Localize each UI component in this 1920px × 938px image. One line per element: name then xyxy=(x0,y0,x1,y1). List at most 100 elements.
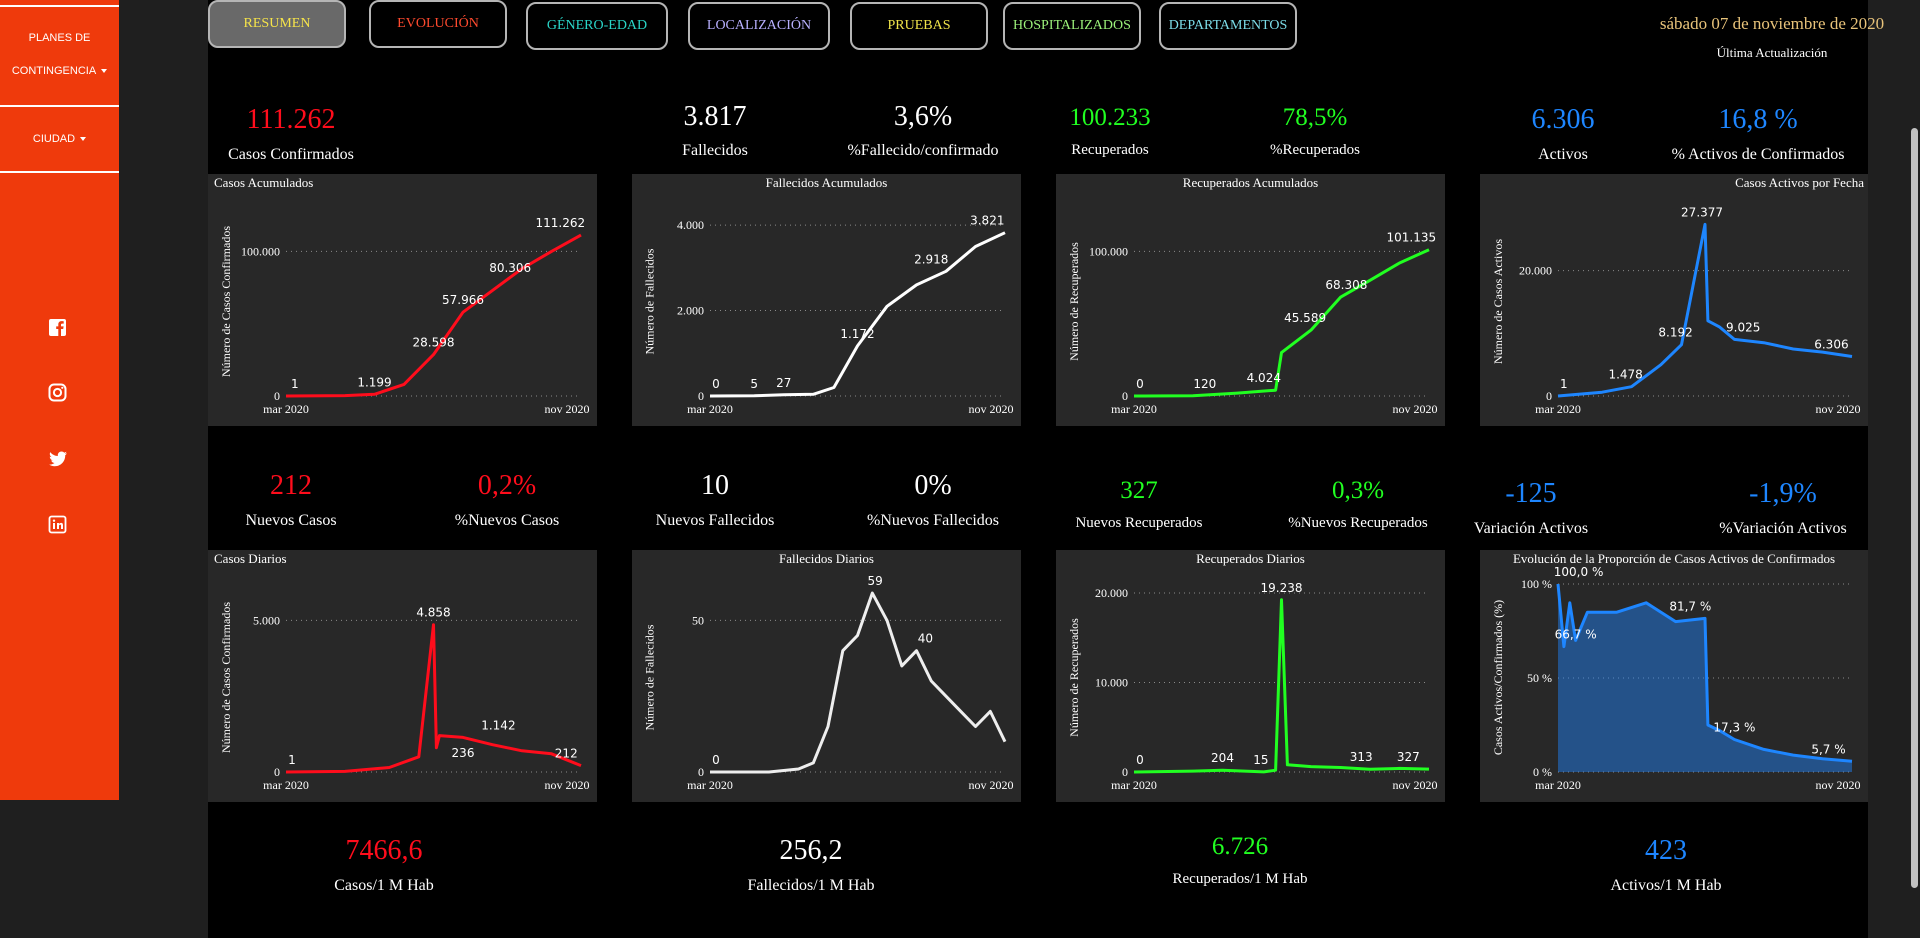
caret-down-icon xyxy=(101,69,108,74)
data-label: 80.306 xyxy=(489,261,531,275)
data-label: 40 xyxy=(918,632,933,646)
y-tick-label: 20.000 xyxy=(1095,586,1128,600)
tab-departamentos[interactable]: DEPARTAMENTOS xyxy=(1159,2,1297,50)
facebook-icon[interactable] xyxy=(48,318,68,338)
y-tick-label: 0 xyxy=(274,765,280,779)
x-tick-label: nov 2020 xyxy=(969,402,1014,416)
data-label: 1.172 xyxy=(840,327,874,341)
data-label: 101.135 xyxy=(1386,231,1436,245)
chart-title: Evolución de la Proporción de Casos Acti… xyxy=(1512,551,1836,566)
chart-title: Casos Acumulados xyxy=(214,175,314,190)
sidebar-divider xyxy=(0,171,119,173)
data-label: 3.821 xyxy=(970,214,1004,228)
tab-evolucion[interactable]: EVOLUCIÓN xyxy=(369,0,507,48)
data-label: 27 xyxy=(776,376,791,390)
x-tick-label: mar 2020 xyxy=(263,402,309,416)
chart-title: Recuperados Acumulados xyxy=(1182,175,1319,190)
twitter-icon[interactable] xyxy=(48,449,68,469)
kpi-label: % Activos de Confirmados xyxy=(1671,146,1845,163)
data-label: 2.918 xyxy=(914,252,948,266)
y-tick-label: 0 xyxy=(698,765,704,779)
x-tick-label: mar 2020 xyxy=(1111,778,1157,792)
data-label: 15 xyxy=(1253,753,1268,767)
chart-title: Casos Activos por Fecha xyxy=(1735,175,1864,190)
kpi-value: 0% xyxy=(914,470,952,501)
y-tick-label: 0 xyxy=(1122,765,1128,779)
kpi-label: Fallecidos/1 M Hab xyxy=(747,877,875,894)
sidebar: PLANES DE CONTINGENCIA CIUDAD xyxy=(0,0,119,800)
series-line xyxy=(710,591,1007,774)
data-label: 4.024 xyxy=(1247,371,1281,385)
tab-localizacion[interactable]: LOCALIZACIÓN xyxy=(688,2,830,50)
y-tick-label: 4.000 xyxy=(677,218,704,232)
chart-casos-activos: Casos Activos por Fecha 0 20.000 mar 2020 no… xyxy=(1480,174,1868,426)
data-label: 57.966 xyxy=(442,293,484,307)
x-tick-label: nov 2020 xyxy=(969,778,1014,792)
kpi-label: Activos xyxy=(1538,146,1588,163)
chart-title: Fallecidos Diarios xyxy=(779,551,874,566)
data-label: 66,7 % xyxy=(1555,628,1597,642)
kpi-label: Casos Confirmados xyxy=(228,146,354,163)
kpi-label: Recuperados xyxy=(1071,142,1149,158)
kpi-label: Fallecidos xyxy=(682,142,748,159)
tab-label: RESUMEN xyxy=(243,16,311,31)
kpi-value: 327 xyxy=(1120,477,1158,504)
linkedin-icon[interactable] xyxy=(48,515,68,535)
tab-resumen[interactable]: RESUMEN xyxy=(208,0,346,48)
chart-plot: 0 100.000 mar 2020 nov 2020 1 1.199 28.598 57.9… xyxy=(241,216,590,416)
kpi-label: Recuperados/1 M Hab xyxy=(1172,871,1308,887)
chart-plot: 0 2.000 4.000 mar 2020 nov 2020 0 5 27 1.172 2.91… xyxy=(677,214,1014,416)
y-tick-label: 100 % xyxy=(1521,577,1552,591)
kpi-label: %Variación Activos xyxy=(1719,520,1847,537)
chart-casos-diarios: Casos Diarios 0 5.000 mar 2020 nov 2020 1 4.85… xyxy=(208,550,597,802)
data-label: 0 xyxy=(712,377,720,391)
data-label: 204 xyxy=(1211,751,1234,765)
kpi-label: %Nuevos Recuperados xyxy=(1288,515,1428,531)
data-label: 1.142 xyxy=(481,718,515,732)
sidebar-item-label: CONTINGENCIA xyxy=(11,65,97,77)
data-label: 1.478 xyxy=(1608,368,1642,382)
x-tick-label: mar 2020 xyxy=(1535,778,1581,792)
tab-pruebas[interactable]: PRUEBAS xyxy=(850,2,988,50)
y-tick-label: 0 xyxy=(698,389,704,403)
y-tick-label: 2.000 xyxy=(677,304,704,318)
scrollbar-thumb[interactable] xyxy=(1911,128,1918,888)
y-tick-label: 0 % xyxy=(1533,765,1552,779)
x-tick-label: nov 2020 xyxy=(1816,402,1861,416)
kpi-label: %Nuevos Casos xyxy=(454,512,560,529)
x-tick-label: nov 2020 xyxy=(545,402,590,416)
data-label: 1 xyxy=(1560,377,1568,391)
kpi-label: Nuevos Fallecidos xyxy=(655,512,775,529)
instagram-icon[interactable] xyxy=(48,383,68,403)
data-label: 5,7 % xyxy=(1811,742,1845,756)
last-update-label: Última Actualización xyxy=(1716,45,1828,60)
data-label: 6.306 xyxy=(1814,337,1848,351)
data-label: 68.308 xyxy=(1325,278,1367,292)
y-tick-label: 50 xyxy=(692,613,704,627)
tab-hospitalizados[interactable]: HOSPITALIZADOS xyxy=(1003,2,1141,50)
chart-proporcion-activos: Evolución de la Proporción de Casos Acti… xyxy=(1480,550,1868,802)
x-tick-label: mar 2020 xyxy=(1111,402,1157,416)
data-label: 1 xyxy=(288,753,296,767)
y-tick-label: 50 % xyxy=(1527,671,1552,685)
series-line xyxy=(1556,583,1853,763)
sidebar-item-ciudad[interactable]: CIUDAD xyxy=(0,123,119,156)
tab-genero-edad[interactable]: GÉNERO-EDAD xyxy=(526,2,668,50)
tab-label: GÉNERO-EDAD xyxy=(546,18,648,33)
x-tick-label: mar 2020 xyxy=(687,402,733,416)
kpi-label: %Fallecido/confirmado xyxy=(847,142,999,159)
y-tick-label: 0 xyxy=(274,389,280,403)
kpi-value: 111.262 xyxy=(246,104,336,135)
kpi-value: 6.726 xyxy=(1211,833,1269,860)
data-label: 111.262 xyxy=(536,216,586,230)
chart-plot: 0 10.000 20.000 mar 2020 nov 2020 0 204 15 19.23… xyxy=(1095,581,1438,792)
kpi-value: 212 xyxy=(270,470,312,501)
y-axis-title: Número de Casos Confirmados xyxy=(218,602,233,753)
data-label: 0 xyxy=(1136,377,1144,391)
kpi-value: 3,6% xyxy=(893,101,953,132)
series-line xyxy=(285,233,582,398)
kpi-value: 0,2% xyxy=(477,470,537,501)
kpi-value: 6.306 xyxy=(1531,104,1595,135)
kpi-value: -1,9% xyxy=(1749,478,1817,509)
sidebar-item-contingencia[interactable]: PLANES DE CONTINGENCIA xyxy=(0,22,119,88)
